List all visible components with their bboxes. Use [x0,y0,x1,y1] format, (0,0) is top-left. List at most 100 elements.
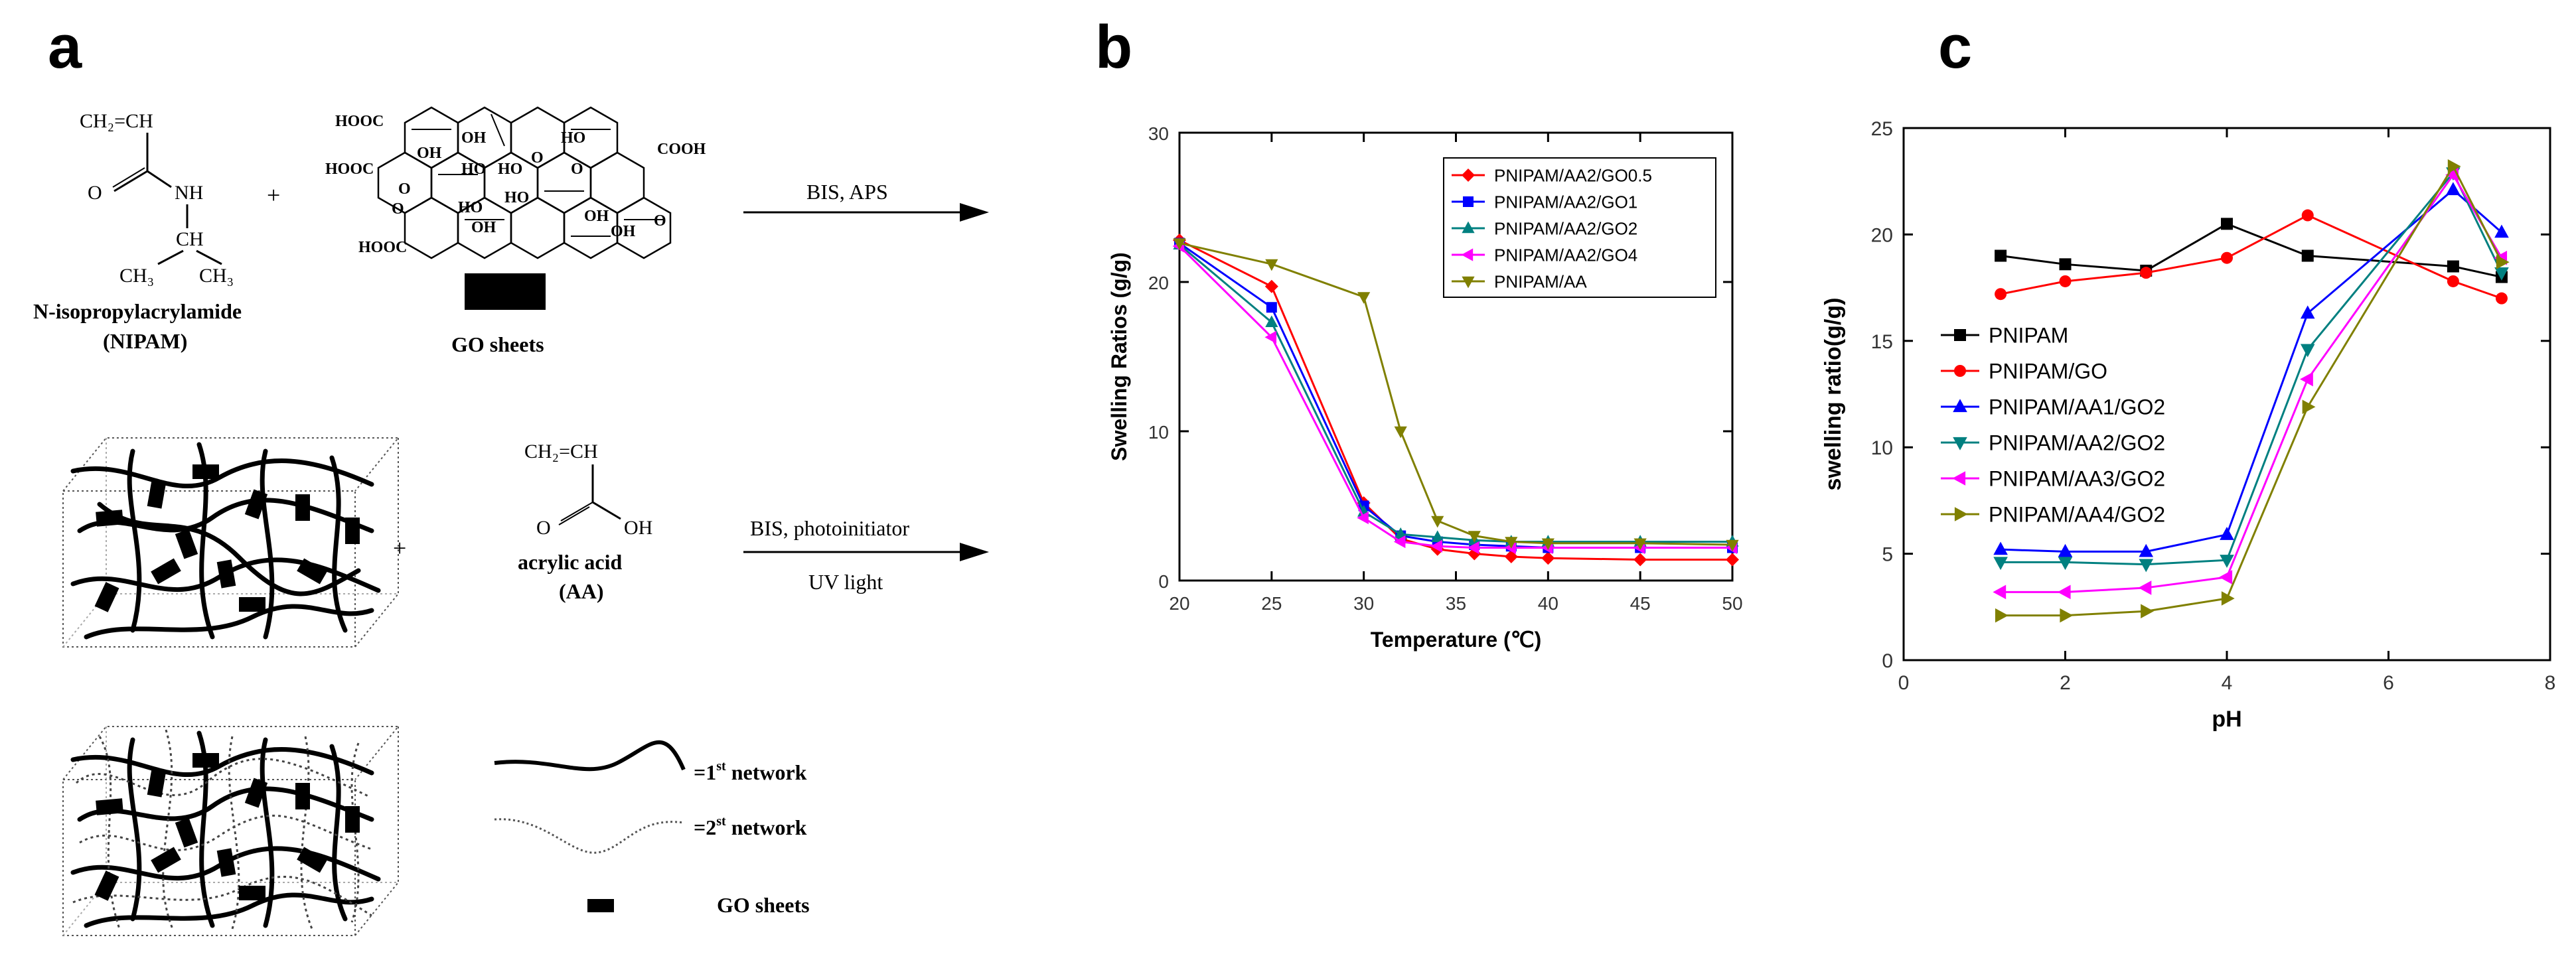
swelling-vs-ph-chart: 0 2 4 6 8 0 5 10 15 20 25 pH swelling ratio(g/g) PNIP… [1821,118,2555,732]
legend-label: PNIPAM/AA1/GO2 [1989,395,2165,419]
data-point [2059,258,2072,271]
nipam-ch3-left: CH₃ [119,265,154,287]
go-group-o-1: O [392,200,404,218]
nipam-ch: CH [176,228,204,250]
data-point [2447,275,2459,287]
first-network-label: =1st network [694,759,807,784]
double-network-box [62,726,400,936]
data-point [1541,551,1555,565]
chart-legend: PNIPAM PNIPAM/GO PNIPAM/AA1/GO2 PNIPAM/AA2/… [1941,324,2165,527]
y-tick-label: 0 [1158,571,1169,592]
arrow-2-conditions-bottom: UV light [808,570,883,594]
first-network-line [494,740,686,772]
x-tick-label: 50 [1722,593,1742,614]
data-point [2138,581,2152,595]
data-point [1173,238,1186,250]
series-PNIPAM [1995,218,2508,283]
legend-label: PNIPAM/AA2/GO4 [1494,245,1637,265]
y-axis-label: Swelling Ratios (g/g) [1107,252,1131,461]
chart-legend: PNIPAM/AA2/GO0.5 PNIPAM/AA2/GO1 PNIPAM/AA2… [1443,157,1716,298]
data-point [2220,555,2234,568]
x-tick-label: 40 [1538,593,1558,614]
series-line [2000,214,2502,300]
x-axis-label: Temperature (℃) [1371,628,1542,652]
data-point [2446,182,2461,196]
y-tick-label: 10 [1871,437,1893,459]
data-point [2221,591,2235,606]
data-point [1993,557,2008,571]
aa-name: acrylic acid [518,550,622,574]
series-PNIPAM/AA [1173,238,1739,552]
data-point [2495,292,2508,305]
legend-box [1443,157,1716,298]
legend-label: PNIPAM/AA2/GO2 [1494,218,1637,238]
legend-swatch-marker [1954,329,1966,341]
data-point [2139,543,2154,557]
legend-label: PNIPAM/AA4/GO2 [1989,503,2165,527]
data-point [2301,209,2314,222]
series-line [1179,239,1732,561]
scheme-legend: =1st network =2st network GO sheets [494,740,810,917]
go-group-o-5: O [571,161,583,178]
series-PNIPAM/AA4/GO2 [1995,159,2510,623]
acrylic-acid-structure: CH₂=CH O OH [524,441,652,539]
x-tick-label: 35 [1446,593,1466,614]
legend-label: PNIPAM/AA2/GO2 [1989,431,2165,455]
data-point [1993,541,2008,555]
x-tick-label: 4 [2222,672,2233,694]
go-sheet-symbol [465,273,546,310]
legend-label: PNIPAM [1989,324,2068,348]
legend-label: PNIPAM/GO [1989,360,2107,383]
nipam-ch3-right: CH₃ [199,265,234,287]
y-tick-label: 30 [1148,123,1169,144]
x-tick-label: 8 [2545,672,2556,694]
go-group-hooc-2: HOOC [325,161,374,178]
go-sheet-structure: HOOC HOOC COOH HOOC OH OH HO HO HO HO HO… [325,106,706,259]
data-point [1726,539,1739,552]
data-point [1995,288,2007,301]
data-point [2139,559,2154,573]
aa-hydroxyl: OH [624,517,652,539]
data-point [2221,218,2233,230]
data-point [1541,538,1554,551]
arrow-2-conditions-top: BIS, photoinitiator [750,516,909,540]
go-group-o-4: O [531,149,544,167]
data-point [2302,399,2316,415]
x-tick-label: 25 [1261,593,1282,614]
aa-vinyl-group: CH₂=CH [524,441,598,462]
single-network-box [62,437,400,648]
plus-sign-2: + [393,535,406,561]
data-point [2219,570,2233,585]
go-group-oh-5: OH [471,219,496,236]
series-line [1178,245,1732,549]
data-point [1394,426,1407,439]
data-point [1633,553,1647,567]
data-point [1431,516,1444,528]
legend-swatch-marker [1953,399,1967,413]
x-tick-label: 0 [1898,672,1910,694]
go-group-hooc-1: HOOC [335,113,384,130]
legend-swatch-marker [1461,248,1474,261]
x-tick-label: 6 [2383,672,2394,694]
go-group-cooh: COOH [657,141,706,158]
data-point [1264,330,1277,344]
legend-swatch-marker [1954,507,1968,521]
data-point [1430,539,1442,553]
aa-carbonyl-o: O [536,517,551,539]
nipam-structure: CH₂=CH O NH CH CH₃ CH₃ [80,110,234,287]
legend-swatch-marker [1462,221,1475,234]
panel-letter-c: c [1938,13,1972,81]
go-sheet-legend-symbol [587,899,614,912]
x-tick-label: 45 [1630,593,1651,614]
go-sheet-legend-label: GO sheets [717,893,810,917]
panel-c-chart: c 0 2 4 6 8 0 5 10 15 20 25 pH swelling ratio(g/g) PN… [1821,13,2555,732]
second-network-line [494,818,684,854]
go-group-oh-2: OH [417,145,442,162]
legend-label: PNIPAM/AA3/GO2 [1989,467,2165,491]
reaction-arrow-2 [743,543,989,561]
series-PNIPAM/AA1/GO2 [1993,182,2509,557]
panel-b-chart: b 20 25 30 35 40 45 50 0 10 20 30 Temperature (℃) Sw… [1095,13,1743,652]
data-point [1995,608,2008,623]
data-point [2058,557,2073,571]
go-group-ho-4: HO [458,199,483,216]
